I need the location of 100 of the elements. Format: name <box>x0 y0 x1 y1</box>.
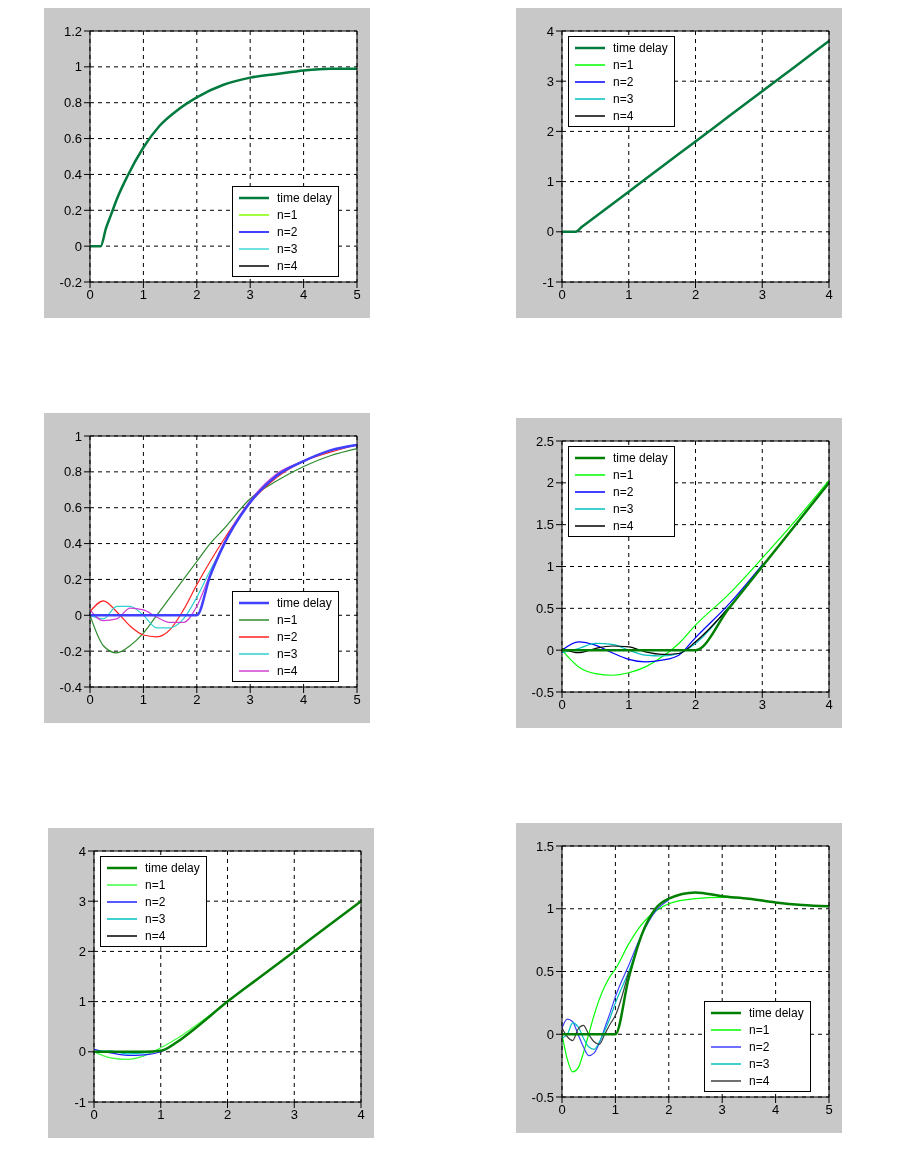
legend-label: time delay <box>613 450 668 465</box>
y-tick-label: -0.2 <box>59 274 82 290</box>
legend-label: time delay <box>277 595 332 610</box>
x-tick-label: 1 <box>625 697 633 713</box>
x-tick-label: 5 <box>825 1102 833 1118</box>
x-tick-label: 2 <box>665 1102 673 1118</box>
legend-label: n=1 <box>277 612 298 627</box>
y-tick-label: 0.2 <box>63 202 82 218</box>
x-tick-label: 1 <box>611 1102 620 1118</box>
y-tick-label: 4 <box>78 843 86 859</box>
y-tick-label: 0.5 <box>535 964 554 980</box>
x-tick-label: 0 <box>558 697 566 713</box>
line-series <box>562 970 630 1045</box>
y-tick-label: 4 <box>546 23 554 39</box>
legend-label: n=4 <box>613 518 634 533</box>
y-tick-label: 1.5 <box>535 517 554 533</box>
x-tick-label: 4 <box>299 287 308 303</box>
x-tick-label: 5 <box>353 287 361 303</box>
x-tick-label: 3 <box>758 287 766 303</box>
x-tick-label: 4 <box>357 1107 365 1123</box>
x-tick-label: 2 <box>691 287 700 303</box>
x-tick-label: 2 <box>193 287 201 303</box>
x-tick-label: 4 <box>825 697 833 713</box>
legend-label: n=1 <box>613 467 634 482</box>
x-tick-label: 3 <box>758 697 766 713</box>
x-tick-label: 3 <box>246 692 254 708</box>
x-tick-label: 1 <box>625 287 633 303</box>
legend-label: n=3 <box>277 241 298 256</box>
legend-label: time delay <box>613 40 668 55</box>
y-tick-label: 0.2 <box>63 572 82 588</box>
y-tick-label: -1 <box>74 1094 86 1110</box>
legend-label: n=2 <box>613 484 634 499</box>
legend-label: time delay <box>749 1005 804 1020</box>
y-tick-label: 0.6 <box>63 500 82 516</box>
y-tick-label: -0.5 <box>531 684 554 700</box>
x-tick-label: 0 <box>90 1107 98 1123</box>
y-tick-label: 0 <box>78 1044 86 1060</box>
y-tick-label: 2 <box>546 124 554 140</box>
y-tick-label: 0 <box>546 1026 554 1042</box>
legend-label: n=4 <box>277 258 298 273</box>
x-tick-label: 1 <box>139 692 148 708</box>
line-series <box>562 899 670 1057</box>
x-tick-label: 3 <box>718 1102 726 1118</box>
legend-label: n=2 <box>277 224 298 239</box>
x-tick-label: 1 <box>157 1107 165 1123</box>
legend-label: n=3 <box>613 91 634 106</box>
x-tick-label: 2 <box>691 697 700 713</box>
x-tick-label: 4 <box>771 1102 780 1118</box>
legend-label: n=1 <box>145 877 166 892</box>
legend-label: n=4 <box>277 663 298 678</box>
x-tick-label: 3 <box>290 1107 298 1123</box>
x-tick-label: 2 <box>193 692 201 708</box>
y-tick-label: -0.5 <box>531 1089 554 1105</box>
legend-label: n=4 <box>613 108 634 123</box>
y-tick-label: 1 <box>74 428 82 444</box>
y-tick-label: 0 <box>546 224 554 240</box>
y-tick-label: 1 <box>78 994 86 1010</box>
y-tick-label: 1.2 <box>63 23 82 39</box>
y-tick-label: 3 <box>546 73 554 89</box>
y-tick-label: 0 <box>74 238 82 254</box>
x-tick-label: 0 <box>558 1102 566 1118</box>
y-tick-label: 1 <box>546 901 554 917</box>
x-tick-label: 2 <box>223 1107 232 1123</box>
y-tick-label: 0 <box>546 642 554 658</box>
y-tick-label: 1.5 <box>535 838 554 854</box>
x-tick-label: 3 <box>246 287 254 303</box>
legend-label: time delay <box>145 860 200 875</box>
y-tick-label: -0.2 <box>59 643 82 659</box>
legend-label: n=3 <box>277 646 298 661</box>
line-series <box>562 39 829 234</box>
y-tick-label: -0.4 <box>59 679 82 695</box>
y-tick-label: 0.6 <box>63 131 82 147</box>
y-tick-label: -1 <box>542 274 554 290</box>
line-series <box>94 899 361 1054</box>
x-tick-label: 5 <box>353 692 361 708</box>
y-tick-label: 1 <box>546 559 554 575</box>
legend-label: n=3 <box>749 1056 770 1071</box>
y-tick-label: 0 <box>74 607 82 623</box>
line-series <box>562 891 829 1036</box>
legend-label: n=4 <box>749 1073 770 1088</box>
legend-label: n=3 <box>613 501 634 516</box>
legend-label: n=2 <box>749 1039 770 1054</box>
legend-label: n=2 <box>145 894 166 909</box>
legend-label: n=3 <box>145 911 166 926</box>
y-tick-label: 2.5 <box>535 433 554 449</box>
legend-label: n=1 <box>277 207 298 222</box>
y-tick-label: 0.4 <box>63 536 82 552</box>
legend-label: n=2 <box>613 74 634 89</box>
y-tick-label: 1 <box>74 59 82 75</box>
legend-label: n=1 <box>749 1022 770 1037</box>
x-tick-label: 4 <box>299 692 308 708</box>
x-tick-label: 1 <box>139 287 148 303</box>
legend-label: time delay <box>277 190 332 205</box>
y-tick-label: 2 <box>546 475 554 491</box>
y-tick-label: 0.5 <box>535 600 554 616</box>
y-tick-label: 1 <box>546 174 554 190</box>
y-tick-label: 3 <box>78 893 86 909</box>
x-tick-label: 0 <box>558 287 566 303</box>
x-tick-label: 4 <box>825 287 833 303</box>
y-tick-label: 0.4 <box>63 167 82 183</box>
